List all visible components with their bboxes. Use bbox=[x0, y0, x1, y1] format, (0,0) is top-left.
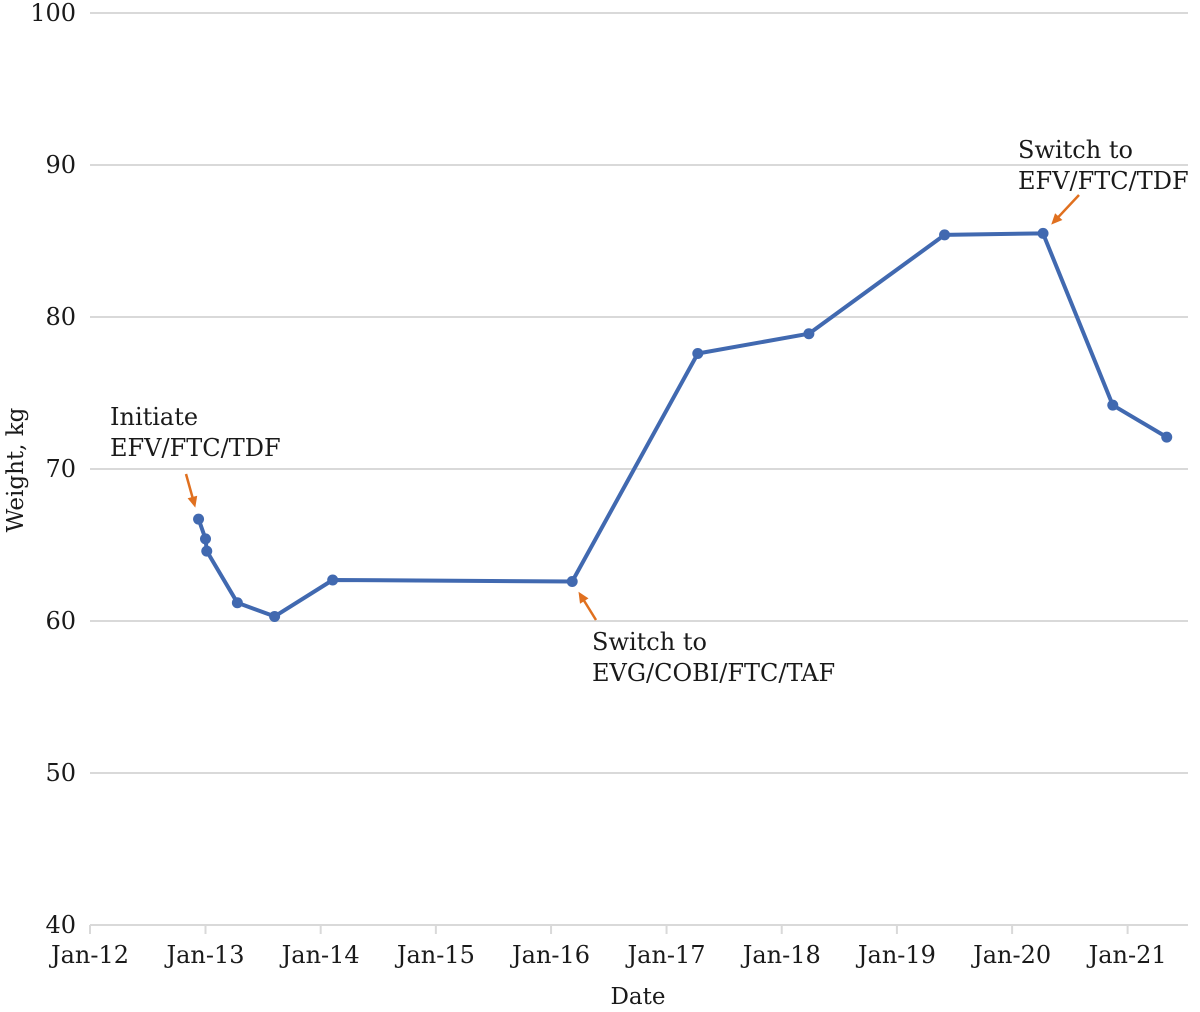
annotation-arrow-shaft bbox=[1055, 194, 1080, 220]
x-tick-label: Jan-19 bbox=[855, 941, 936, 969]
y-tick-label: 100 bbox=[30, 0, 76, 27]
x-tick-label: Jan-21 bbox=[1086, 941, 1167, 969]
x-tick-label: Jan-15 bbox=[394, 941, 475, 969]
annotation-arrowhead bbox=[578, 591, 589, 604]
annotation-text: Initiate bbox=[110, 403, 198, 431]
y-tick-label: 70 bbox=[45, 455, 76, 483]
annotation-text: Switch to bbox=[592, 628, 707, 656]
x-tick-label: Jan-18 bbox=[740, 941, 821, 969]
data-point bbox=[939, 229, 951, 241]
data-point bbox=[1037, 227, 1049, 239]
y-tick-label: 50 bbox=[45, 759, 76, 787]
data-point bbox=[200, 533, 211, 545]
annotation: Switch to EVG/COBI/FTC/TAF bbox=[578, 591, 835, 687]
data-point bbox=[692, 347, 704, 359]
x-tick-label: Jan-16 bbox=[509, 941, 590, 969]
y-tick-label: 80 bbox=[45, 303, 76, 331]
axis-layer: 40 50 60 70 80 90 100 Jan-12 Jan-13 Jan-14 Jan-15 J… bbox=[30, 0, 1188, 969]
annotation-text: Switch to bbox=[1018, 136, 1133, 164]
y-tick-label: 90 bbox=[45, 151, 76, 179]
data-point bbox=[1161, 431, 1173, 443]
data-point bbox=[566, 575, 578, 587]
data-point bbox=[803, 328, 815, 340]
annotation-arrowhead bbox=[187, 495, 198, 508]
data-point bbox=[231, 597, 243, 609]
x-tick-label: Jan-14 bbox=[279, 941, 360, 969]
annotation-layer: Initiate EFV/FTC/TDF Switch to EVG/COBI/FTC… bbox=[110, 136, 1189, 687]
annotation-text: EVG/COBI/FTC/TAF bbox=[592, 659, 835, 687]
annotation: Initiate EFV/FTC/TDF bbox=[110, 403, 281, 508]
data-point bbox=[201, 545, 213, 557]
x-tick-label: Jan-20 bbox=[970, 941, 1051, 969]
annotation-arrow-shaft bbox=[184, 473, 195, 501]
y-tick-label: 40 bbox=[45, 911, 76, 939]
x-tick-label: Jan-12 bbox=[48, 941, 129, 969]
data-point bbox=[193, 513, 205, 525]
x-tick-label: Jan-17 bbox=[625, 941, 706, 969]
data-point bbox=[327, 574, 339, 586]
y-axis-title: Weight, kg bbox=[3, 407, 29, 532]
annotation: Switch to EFV/FTC/TDF bbox=[1018, 136, 1189, 225]
annotation-arrowhead bbox=[1051, 213, 1063, 225]
series-layer bbox=[193, 227, 1173, 622]
data-point bbox=[269, 610, 281, 622]
x-tick-label: Jan-13 bbox=[163, 941, 244, 969]
annotation-arrow-shaft bbox=[581, 597, 598, 621]
x-axis-title: Date bbox=[610, 984, 665, 1010]
annotation-text: EFV/FTC/TDF bbox=[1018, 167, 1189, 195]
weight-series-line bbox=[196, 231, 1168, 619]
y-tick-label: 60 bbox=[45, 607, 76, 635]
data-point bbox=[1107, 399, 1119, 411]
annotation-text: EFV/FTC/TDF bbox=[110, 434, 281, 462]
